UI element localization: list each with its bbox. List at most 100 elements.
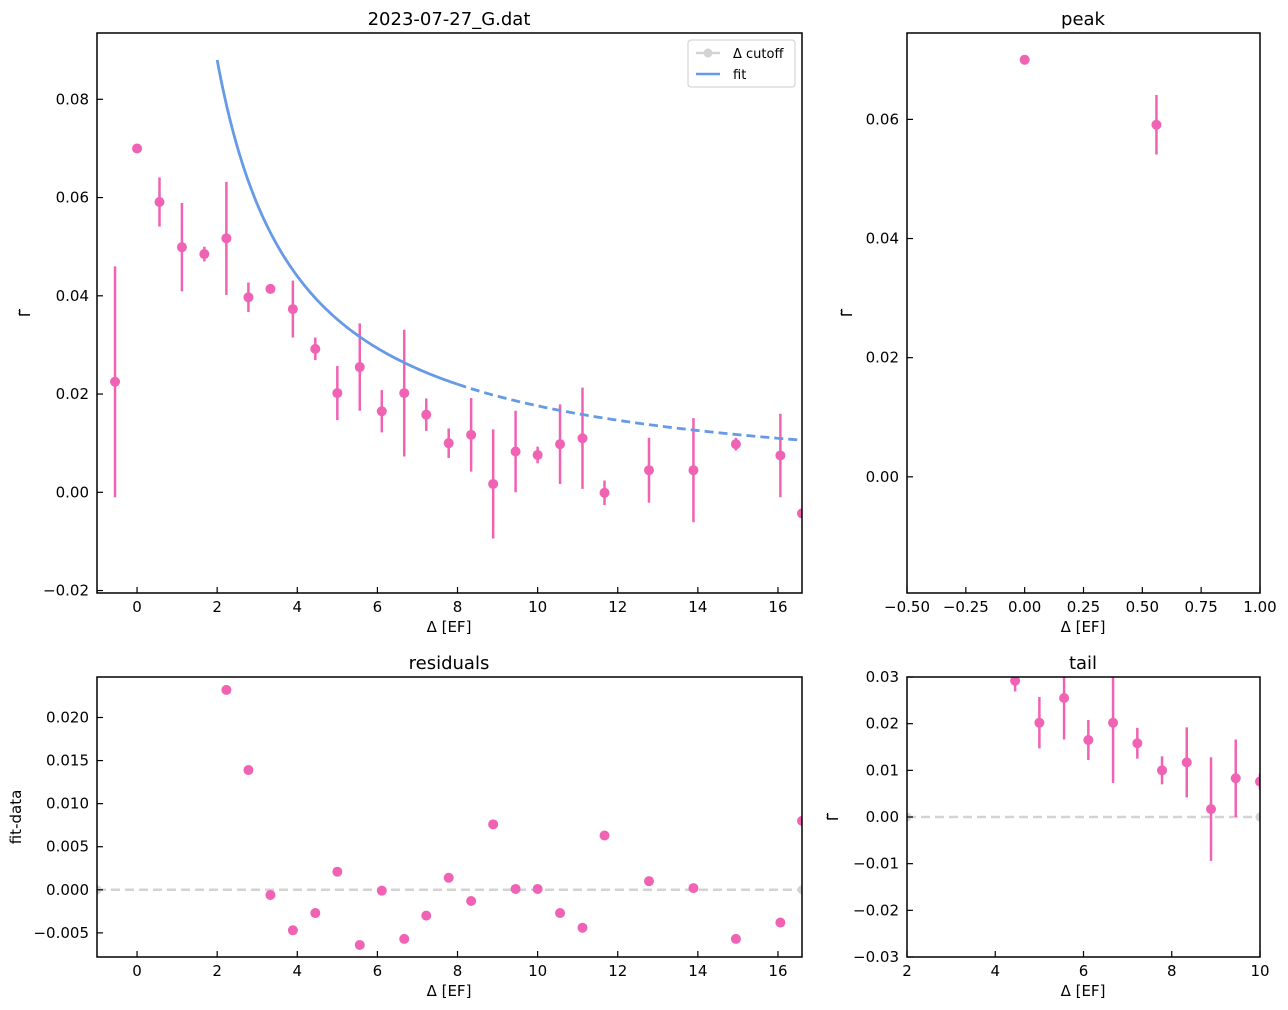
peak-xtick-label: 0.00 [1008, 598, 1041, 616]
main-data-point [577, 433, 588, 444]
peak-xtick-label: 0.25 [1067, 598, 1100, 616]
legend-fit-label: fit [733, 68, 746, 83]
peak-plot-title: peak [1061, 9, 1106, 30]
main-plot-ylabel: Γ̃ [16, 308, 34, 317]
peak-ytick-label: 0.06 [866, 110, 899, 128]
residuals-plot-title: residuals [409, 653, 490, 674]
main-ytick-label: 0.02 [56, 385, 89, 403]
tail-xtick-label: 6 [1079, 962, 1089, 980]
main-ytick-label: 0.06 [56, 189, 89, 207]
residuals-ytick-label: 0.015 [46, 752, 89, 770]
residuals-data-point [243, 765, 254, 776]
main-data-point [510, 446, 521, 457]
main-data-point [154, 196, 165, 207]
main-data-point [199, 249, 210, 260]
tail-plot-xlabel: Δ [EF] [1061, 982, 1106, 1000]
main-data-point [287, 304, 298, 315]
residuals-plot-ylabel: fit-data [7, 790, 25, 845]
main-ytick-label: −0.02 [43, 582, 89, 600]
residuals-plot: residuals Δ [EF] fit-data 0 2 4 6 8 10 12 14 16 −… [7, 653, 803, 1000]
residuals-plot-xlabel: Δ [EF] [427, 982, 472, 1000]
legend: Δ cutoff fit [687, 39, 796, 88]
residuals-xtick-label: 8 [453, 962, 463, 980]
peak-plot-xlabel: Δ [EF] [1061, 618, 1106, 636]
peak-plot-ylabel: Γ̃ [838, 308, 856, 317]
residuals-data-point [443, 872, 454, 883]
main-plot-frame [96, 32, 803, 594]
tail-data-point [1059, 693, 1070, 703]
main-data-point [466, 429, 477, 440]
main-data-point [110, 376, 121, 387]
residuals-data-point [643, 876, 654, 887]
main-plot: 2023-07-27_G.dat Δ [EF] Γ̃ 0 2 4 6 8 10 12 14 16… [16, 9, 803, 636]
tail-data-point [1010, 677, 1021, 686]
tail-xtick-label: 10 [1250, 962, 1269, 980]
tail-cutoff-marker [1255, 812, 1260, 822]
fit-curve-dashed [457, 382, 802, 442]
peak-ytick-label: 0.02 [866, 349, 899, 367]
main-data-point [221, 233, 232, 244]
peak-plot-frame [906, 32, 1261, 594]
main-data-point [797, 508, 802, 519]
residuals-xtick-label: 16 [768, 962, 787, 980]
main-data-point [688, 465, 699, 476]
residuals-plot-frame [96, 676, 803, 958]
tail-data-point [1083, 735, 1094, 745]
legend-cutoff-label: Δ cutoff [733, 47, 784, 62]
tail-data-point [1255, 776, 1260, 787]
tail-ytick-label: −0.03 [853, 948, 899, 966]
peak-plot: peak Δ [EF] Γ̃ −0.50 −0.25 0.00 0.25 0.50 0.7… [838, 9, 1277, 636]
tail-data-point [1157, 765, 1168, 776]
legend-cutoff-marker [703, 48, 713, 58]
main-data-point [730, 439, 741, 450]
tail-ytick-label: 0.01 [866, 761, 899, 779]
residuals-data-point [466, 896, 477, 906]
main-data-point [354, 362, 365, 373]
residuals-cutoff-marker [797, 885, 802, 895]
peak-data-point [1019, 54, 1030, 65]
main-data-point [555, 439, 566, 450]
main-data-point [399, 388, 410, 399]
peak-xtick-label: 0.75 [1184, 598, 1217, 616]
residuals-ytick-label: 0.000 [46, 881, 89, 899]
tail-xtick-label: 8 [1167, 962, 1177, 980]
residuals-data-point [376, 885, 387, 896]
main-xtick-label: 8 [453, 598, 463, 616]
main-data-point [176, 242, 187, 253]
main-data-point [599, 487, 610, 498]
main-ytick-label: 0.08 [56, 90, 89, 108]
main-data-point [332, 388, 343, 399]
tail-ytick-label: −0.01 [853, 855, 899, 873]
tail-data-point [1181, 757, 1192, 768]
peak-ytick-label: 0.04 [866, 230, 899, 248]
residuals-data-point [599, 830, 610, 841]
main-ytick-label: 0.04 [56, 287, 89, 305]
tail-data-point [1132, 738, 1143, 749]
residuals-data-point [310, 908, 321, 919]
main-ytick-label: 0.00 [56, 483, 89, 501]
main-data-point [775, 450, 786, 461]
main-plot-title: 2023-07-27_G.dat [368, 9, 531, 30]
main-data-point [532, 449, 543, 460]
residuals-data-point [775, 917, 786, 928]
peak-xtick-label: 1.00 [1243, 598, 1276, 616]
residuals-xtick-label: 14 [688, 962, 707, 980]
residuals-xtick-label: 12 [608, 962, 627, 980]
peak-xtick-label: −0.50 [884, 598, 930, 616]
main-xtick-label: 6 [373, 598, 383, 616]
residuals-data-point [421, 910, 432, 921]
main-data-point [421, 409, 432, 420]
main-data-point [132, 143, 143, 154]
residuals-ytick-label: −0.005 [33, 924, 89, 942]
tail-plot-frame [906, 676, 1261, 958]
residuals-data-point [265, 889, 276, 900]
residuals-data-point [577, 922, 588, 933]
residuals-xtick-label: 10 [528, 962, 547, 980]
main-xtick-label: 16 [768, 598, 787, 616]
residuals-ytick-label: 0.005 [46, 838, 89, 856]
residuals-data-point [510, 883, 521, 894]
main-plot-xlabel: Δ [EF] [427, 618, 472, 636]
residuals-data-point [532, 883, 543, 894]
